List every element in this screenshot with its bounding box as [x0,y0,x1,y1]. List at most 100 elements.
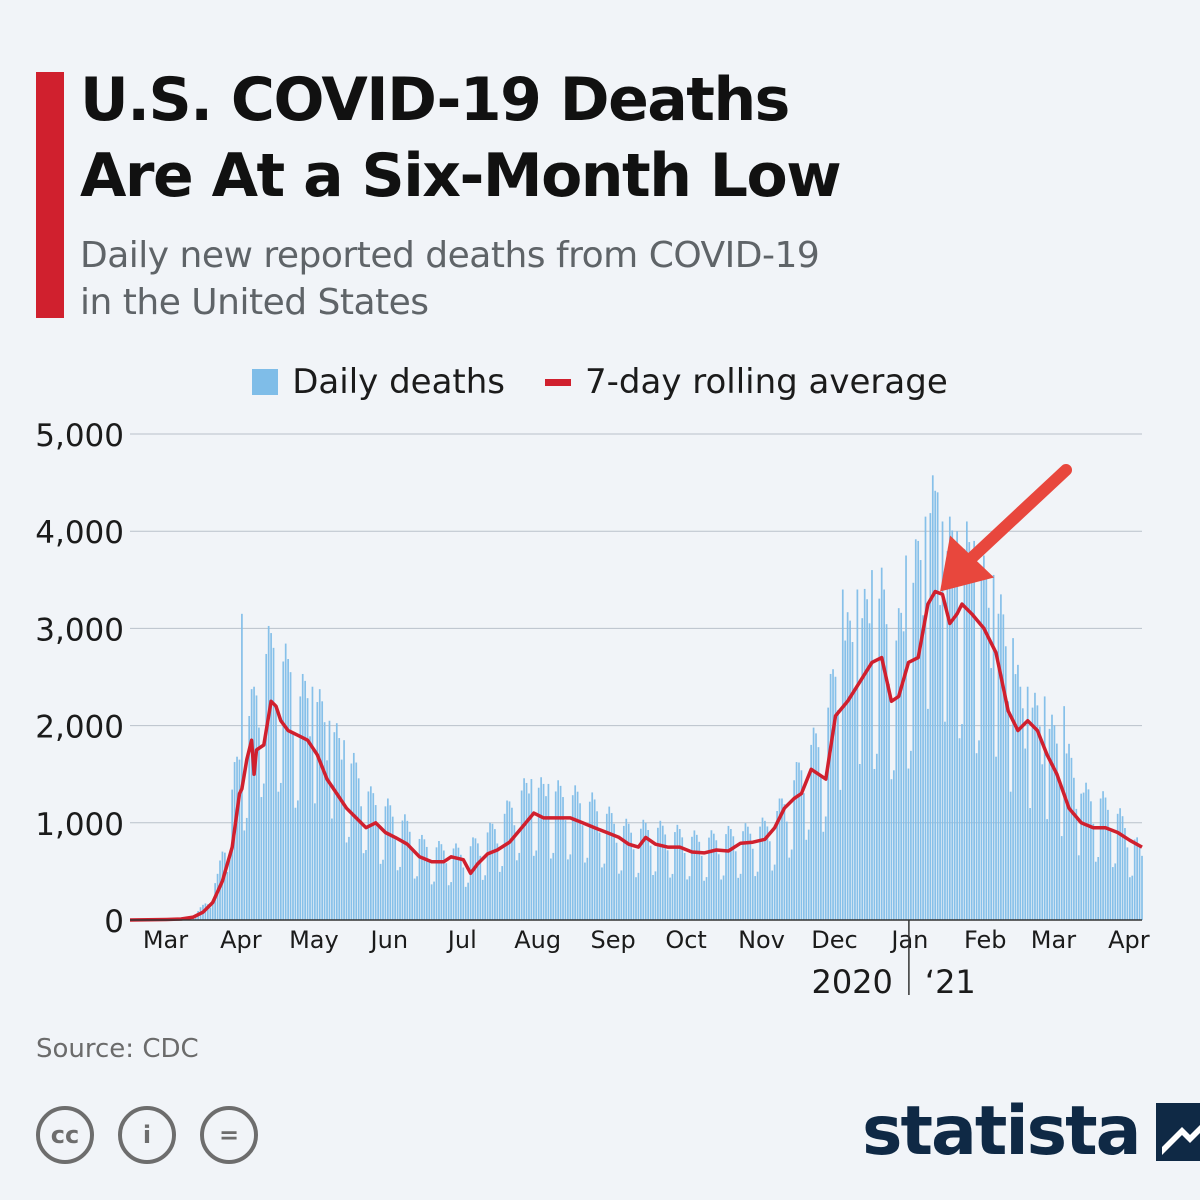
daily-deaths-bar [331,818,333,920]
daily-deaths-bar [761,817,764,920]
daily-deaths-bar [486,832,489,920]
daily-deaths-bar [885,624,888,920]
daily-deaths-bar [396,870,399,920]
daily-deaths-bar [978,740,980,920]
daily-deaths-bar [238,759,241,920]
daily-deaths-bar [613,823,615,920]
daily-deaths-bar [625,818,628,920]
daily-deaths-bar [725,834,727,920]
daily-deaths-bar [275,705,277,920]
daily-deaths-bar [270,633,272,920]
daily-deaths-bar [944,721,946,920]
daily-deaths-bar [258,727,260,920]
daily-deaths-bar [858,763,861,920]
daily-deaths-bar [362,853,365,920]
x-tick-label: Jul [446,926,477,954]
daily-deaths-bar [880,567,883,920]
daily-deaths-bar [1051,714,1053,920]
daily-deaths-bar [528,793,530,920]
daily-deaths-bar [1031,707,1034,920]
daily-deaths-bar [817,747,820,920]
daily-deaths-bar [1056,743,1058,920]
daily-deaths-bar [467,882,469,920]
daily-deaths-bar [328,720,331,920]
daily-deaths-bar [849,620,851,920]
daily-deaths-bar [335,723,338,920]
daily-deaths-bar [352,752,355,920]
daily-deaths-bars [131,475,1143,920]
daily-deaths-bar [418,838,421,920]
daily-deaths-bar [1000,594,1002,920]
daily-deaths-bar [588,801,591,920]
daily-deaths-bar [1109,831,1112,920]
chart-legend: Daily deaths 7-day rolling average [0,362,1200,402]
daily-deaths-bar [404,814,406,920]
x-tick-label: Jun [369,926,409,954]
daily-deaths-bar [1038,726,1041,920]
daily-deaths-bar [569,854,572,920]
x-tick-label: Oct [665,926,707,954]
daily-deaths-bar [990,668,993,920]
daily-deaths-bar [1116,813,1119,920]
daily-deaths-bar [532,855,535,920]
daily-deaths-bar [975,753,978,920]
daily-deaths-bar [683,853,686,920]
daily-deaths-bar [1124,828,1126,920]
daily-deaths-bar [922,615,924,920]
daily-deaths-bar [520,790,523,920]
daily-deaths-bar [800,770,803,920]
daily-deaths-bar [491,823,494,920]
daily-deaths-bar [773,864,776,920]
daily-deaths-bar [292,731,294,920]
daily-deaths-bar [372,793,375,920]
daily-deaths-bar [206,904,209,920]
creative-commons-icon-text: cc [50,1121,80,1149]
daily-deaths-bar [530,779,533,920]
daily-deaths-bar [348,836,350,920]
rolling-average-series [129,589,1143,922]
daily-deaths-bar [469,846,472,920]
daily-deaths-bar [914,539,917,920]
daily-deaths-bar [676,824,679,920]
daily-deaths-bar [956,531,958,920]
x-tick-label: Sep [590,926,635,954]
daily-deaths-bar [442,850,445,920]
daily-deaths-bar [635,877,637,920]
daily-deaths-bar [474,838,477,920]
x-tick-label: Apr [220,926,262,954]
daily-deaths-bar [983,555,985,920]
statista-brand[interactable]: statista [862,1092,1200,1171]
y-tick-label: 2,000 [35,710,124,746]
creative-commons-icon[interactable]: cc [36,1106,94,1164]
daily-deaths-bar [618,873,620,920]
daily-deaths-bar [540,777,542,920]
attribution-icon[interactable]: i [118,1106,176,1164]
legend-label-daily-deaths: Daily deaths [292,362,505,402]
daily-deaths-bar [262,783,265,920]
daily-deaths-bar [1085,782,1087,920]
no-derivatives-icon[interactable]: = [200,1106,258,1164]
daily-deaths-bar [997,613,1000,920]
chart-grid [130,433,1142,824]
x-tick-label: Dec [811,926,857,954]
daily-deaths-bar [754,876,757,920]
daily-deaths-bar [678,829,681,920]
daily-deaths-bar [557,780,560,920]
y-tick-label: 4,000 [35,515,124,551]
daily-deaths-bar [464,886,467,920]
daily-deaths-bar [391,816,394,920]
daily-deaths-bar [552,852,555,920]
chart-subtitle-line1: Daily new reported deaths from COVID-19 [80,235,820,276]
daily-deaths-bar [511,807,513,920]
daily-deaths-bar [927,708,929,920]
daily-deaths-bar [224,852,226,920]
daily-deaths-bar [598,832,601,920]
daily-deaths-bar [649,845,652,920]
daily-deaths-bar [1063,706,1066,920]
daily-deaths-bar [686,879,688,920]
daily-deaths-bar [642,819,645,920]
daily-deaths-bar [749,833,752,920]
daily-deaths-bar [542,783,545,920]
daily-deaths-bar [479,855,482,920]
daily-deaths-bar [282,661,285,920]
